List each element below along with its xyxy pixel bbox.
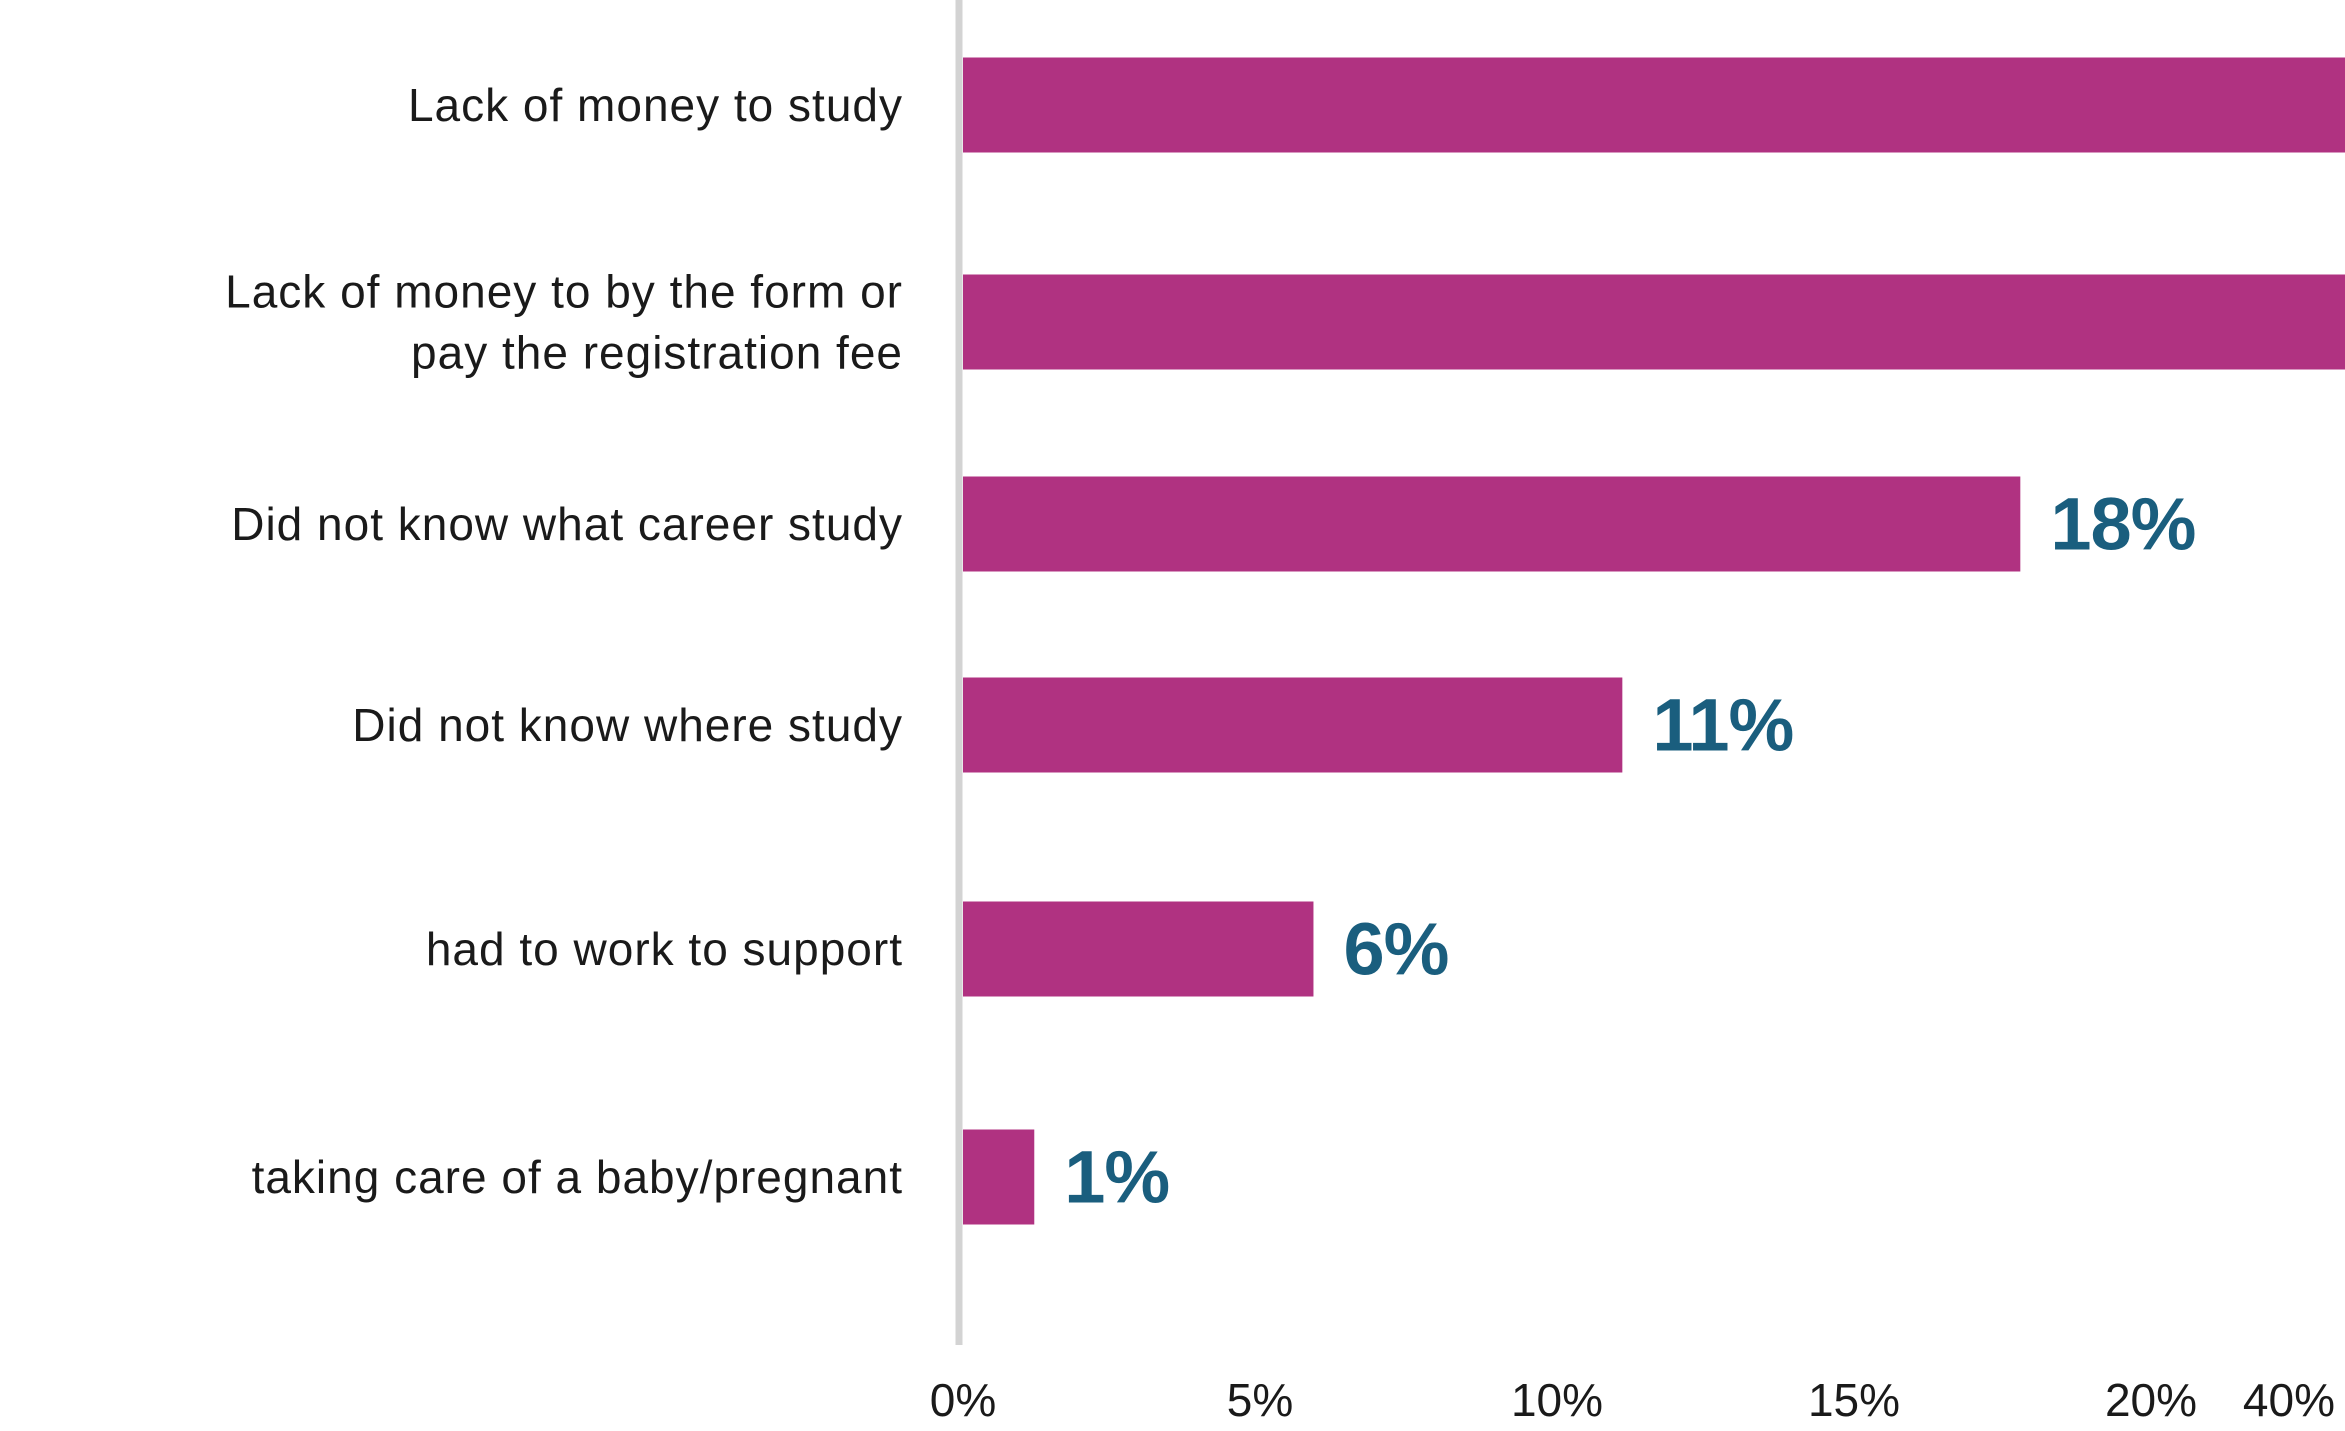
x-tick-label-3: 15% <box>1808 1374 1900 1426</box>
x-tick-label-4: 20% <box>2105 1374 2197 1426</box>
category-labels-group: Lack of money to study Lack of money to b… <box>225 79 903 1203</box>
bars-group <box>963 57 2345 1225</box>
x-tick-label-1: 5% <box>1227 1374 1293 1426</box>
category-label-0: Lack of money to study <box>408 79 903 131</box>
value-labels-group: 36%27%18%11%6%1% <box>1064 483 2196 1219</box>
bar-1 <box>963 274 2345 370</box>
value-label-5: 1% <box>1064 1136 1169 1219</box>
bar-3 <box>963 677 1623 773</box>
x-tick-labels-group: 0%5%10%15%20%25%30%35%40% <box>930 1374 2335 1426</box>
bar-4 <box>963 901 1314 997</box>
value-label-3: 11% <box>1652 684 1793 767</box>
x-tick-label-2: 10% <box>1511 1374 1603 1426</box>
category-label-4: had to work to support <box>426 923 903 975</box>
category-label-1-line-1: pay the registration fee <box>411 327 903 379</box>
category-label-1-line-0: Lack of money to by the form or <box>225 266 903 318</box>
x-tick-label-8: 40% <box>2243 1374 2335 1426</box>
bar-5 <box>963 1129 1035 1225</box>
value-label-4: 6% <box>1343 908 1448 991</box>
value-label-2: 18% <box>2050 483 2195 566</box>
category-label-2: Did not know what career study <box>231 498 903 550</box>
bar-2 <box>963 476 2021 572</box>
bar-0 <box>963 57 2345 153</box>
x-tick-label-0: 0% <box>930 1374 996 1426</box>
category-label-5: taking care of a baby/pregnant <box>252 1151 903 1203</box>
category-label-3: Did not know where study <box>352 699 903 751</box>
